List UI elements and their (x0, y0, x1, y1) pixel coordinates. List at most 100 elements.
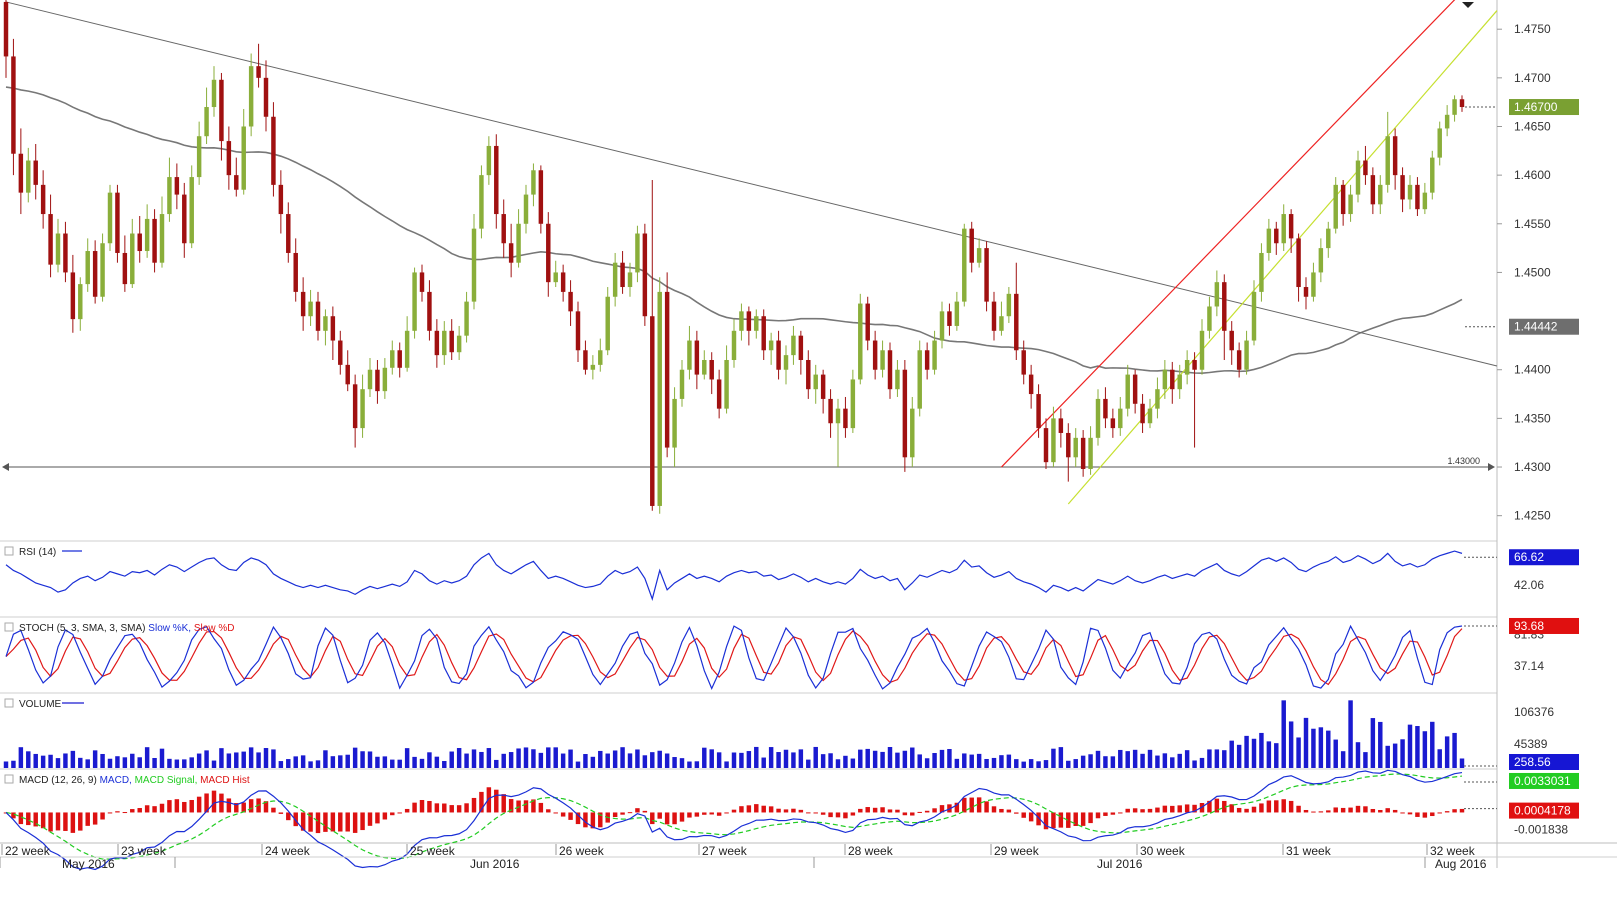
candle (1199, 319, 1205, 375)
volume-bar (865, 748, 870, 768)
macd-hist-bar (865, 807, 870, 813)
candle (687, 325, 692, 380)
candle (3, 0, 9, 78)
volume-bar (791, 752, 796, 768)
week-label: 27 week (702, 844, 748, 858)
volume-bar (605, 753, 610, 768)
candle (456, 325, 462, 360)
macd-hist-bar (427, 800, 432, 813)
macd-hist-bar (687, 812, 692, 818)
candle (791, 325, 796, 365)
candle (1140, 394, 1145, 433)
volume-bar (924, 758, 930, 768)
volume-bar (1036, 761, 1041, 768)
volume-bar (1274, 743, 1279, 768)
volume-bar (144, 747, 150, 768)
volume-bar (575, 761, 581, 768)
volume-bar (902, 750, 908, 768)
candle (159, 196, 165, 268)
volume-bar (1422, 731, 1428, 768)
macd-hist-bar (1378, 810, 1383, 813)
channel-upper-line (1000, 0, 1456, 468)
macd-hist-bar (390, 812, 395, 816)
support-line-left-arrow (2, 463, 9, 472)
macd-hist-bar (1058, 812, 1064, 828)
volume-bar (754, 746, 759, 768)
candle (880, 340, 885, 378)
macd-legend-label: MACD (12, 26, 9) MACD, MACD Signal, MACD… (19, 775, 250, 786)
macd-hist-bar (620, 812, 625, 815)
candle (1326, 221, 1331, 258)
macd-hist-bar (293, 812, 298, 827)
volume-bar (271, 749, 276, 768)
macd-hist-bar (969, 797, 974, 813)
volume-panel-toggle[interactable] (4, 698, 14, 708)
candle (1236, 342, 1242, 378)
volume-bar (999, 755, 1004, 768)
volume-bar (1370, 718, 1376, 768)
macd-hist-bar (196, 796, 202, 813)
macd-hist-bar (263, 801, 269, 813)
volume-bar (612, 750, 618, 768)
candle (40, 170, 46, 229)
last-price-badge: 1.46700 (1509, 99, 1579, 116)
rsi-panel-toggle[interactable] (4, 546, 14, 556)
macd-hist-bar (18, 812, 24, 825)
volume-bar (1430, 721, 1435, 768)
volume-bar (820, 754, 826, 768)
volume-bar (1125, 751, 1130, 768)
candle (1378, 175, 1383, 215)
macd-hist-bar (1207, 800, 1212, 813)
candle (664, 272, 670, 458)
macd-hist-bar (367, 812, 373, 826)
volume-bar (1363, 752, 1368, 768)
macd-hist-bar (924, 810, 930, 813)
volume-bar (263, 748, 269, 768)
volume-bar (1177, 753, 1182, 768)
volume-bar (880, 751, 885, 768)
macd-hist-bar (895, 809, 900, 813)
stoch-d-line (5, 628, 1463, 686)
volume-bar (33, 753, 38, 768)
rsi-panel: RSI (14) (4, 546, 1497, 601)
volume-bar (702, 747, 707, 768)
collapse-arrow-icon[interactable] (1462, 2, 1474, 8)
candle (835, 398, 841, 468)
volume-bar (1028, 759, 1034, 768)
volume-bar (471, 749, 477, 768)
candle (754, 309, 759, 339)
volume-bar (70, 750, 76, 768)
macd-hist-bar (434, 803, 440, 813)
candle (902, 360, 908, 472)
candle (1311, 262, 1316, 302)
candle (1095, 389, 1101, 446)
week-label: 28 week (848, 844, 894, 858)
macd-hist-bar (694, 812, 700, 817)
macd-panel-toggle[interactable] (4, 774, 14, 784)
macd-hist-bar (746, 805, 752, 813)
volume-bar (887, 747, 893, 768)
macd-hist-bar (330, 812, 336, 832)
volume-bar (1326, 730, 1331, 768)
volume-bar (196, 753, 202, 768)
macd-hist-bar (397, 812, 402, 814)
volume-bar (434, 756, 440, 768)
volume-bar (1207, 749, 1212, 768)
volume-bar (776, 752, 781, 768)
macd-hist-bar (286, 812, 291, 821)
volume-bar (1296, 737, 1301, 768)
volume-bar (1088, 754, 1093, 768)
candle (278, 170, 284, 234)
price-tick-label: 1.4250 (1514, 509, 1551, 523)
volume-bar (1058, 747, 1064, 768)
volume-bar (650, 752, 655, 768)
macd-hist-bar (598, 812, 603, 828)
candle (850, 369, 856, 433)
candle (100, 233, 105, 302)
macd-hist-bar (130, 809, 135, 813)
stoch-panel-toggle[interactable] (4, 622, 14, 632)
candle (1110, 408, 1116, 438)
candle (523, 184, 529, 234)
